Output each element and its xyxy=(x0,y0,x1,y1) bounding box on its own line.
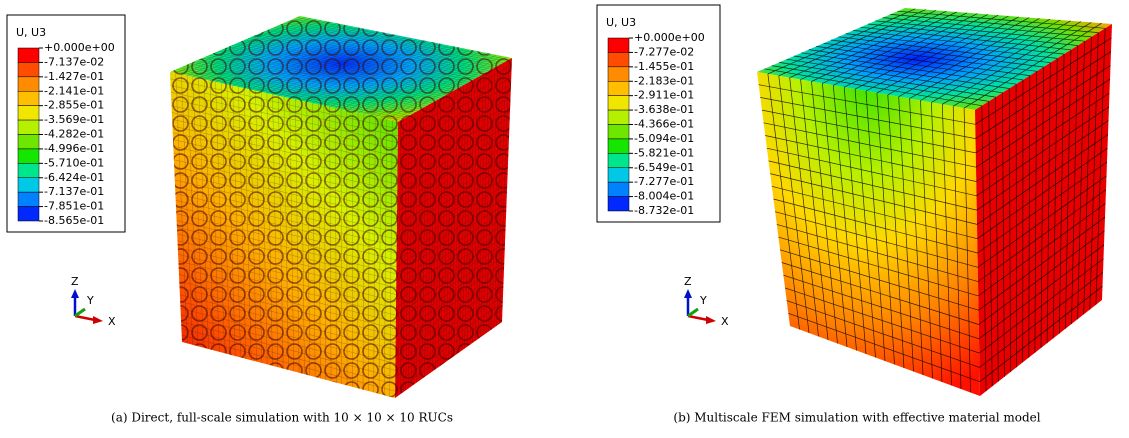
legend-swatch xyxy=(608,52,629,66)
figure: U, U3+0.000e+00-7.137e-02-1.427e-01-2.14… xyxy=(0,0,1129,438)
legend-label: -6.424e-01 xyxy=(44,171,104,184)
legend-label: +0.000e+00 xyxy=(44,41,115,54)
legend-label: -7.277e-02 xyxy=(634,45,694,58)
legend-swatch xyxy=(608,110,629,124)
legend-swatch xyxy=(18,91,39,105)
legend-swatch xyxy=(18,106,39,120)
legend-swatch xyxy=(18,120,39,134)
legend-label: -7.137e-02 xyxy=(44,55,104,68)
legend-swatch xyxy=(608,96,629,110)
legend-label: -7.137e-01 xyxy=(44,185,104,198)
legend-label: -2.183e-01 xyxy=(634,74,694,87)
legend-swatch xyxy=(18,149,39,163)
axis-x-head xyxy=(706,316,716,324)
caption: (b) Multiscale FEM simulation with effec… xyxy=(673,411,1040,425)
legend-swatch xyxy=(18,178,39,192)
legend-swatch xyxy=(18,207,39,221)
legend-label: -7.277e-01 xyxy=(634,175,694,188)
legend-swatch xyxy=(18,48,39,62)
legend-label: -2.141e-01 xyxy=(44,84,104,97)
axis-x-head xyxy=(93,316,103,324)
axis-label: Y xyxy=(86,294,94,307)
legend-swatch xyxy=(18,77,39,91)
legend-label: -6.549e-01 xyxy=(634,161,694,174)
ruc-texture xyxy=(170,16,512,398)
axis-label: Z xyxy=(684,275,692,288)
legend-label: -2.855e-01 xyxy=(44,99,104,112)
legend-swatch xyxy=(608,182,629,196)
legend-label: -5.821e-01 xyxy=(634,146,694,159)
legend-swatch xyxy=(608,81,629,95)
legend-swatch xyxy=(608,153,629,167)
legend-swatch xyxy=(608,168,629,182)
legend-label: -5.710e-01 xyxy=(44,156,104,169)
legend-title: U, U3 xyxy=(16,26,46,39)
legend-label: -5.094e-01 xyxy=(634,132,694,145)
legend-label: -7.851e-01 xyxy=(44,200,104,213)
axis-z-head xyxy=(684,289,692,298)
cube-b xyxy=(757,8,1112,396)
legend-swatch xyxy=(608,67,629,81)
legend-title: U, U3 xyxy=(606,16,636,29)
axis-label: Z xyxy=(71,275,79,288)
axis-x xyxy=(688,316,708,320)
legend-label: -1.427e-01 xyxy=(44,70,104,83)
legend-swatch xyxy=(608,38,629,52)
legend-swatch xyxy=(18,192,39,206)
legend-label: -4.996e-01 xyxy=(44,142,104,155)
legend-label: -4.282e-01 xyxy=(44,128,104,141)
axis-z-head xyxy=(71,289,79,298)
axis-label: Y xyxy=(699,294,707,307)
axis-x xyxy=(75,316,95,320)
legend-label: -3.638e-01 xyxy=(634,103,694,116)
legend-swatch xyxy=(608,197,629,211)
legend-swatch xyxy=(18,135,39,149)
cube-a xyxy=(170,16,512,398)
legend-swatch xyxy=(608,125,629,139)
legend-label: -3.569e-01 xyxy=(44,113,104,126)
axis-y xyxy=(688,309,698,316)
legend-label: -2.911e-01 xyxy=(634,89,694,102)
caption: (a) Direct, full-scale simulation with 1… xyxy=(111,411,453,425)
legend-swatch xyxy=(608,139,629,153)
legend-label: -8.732e-01 xyxy=(634,204,694,217)
legend-swatch xyxy=(18,163,39,177)
legend-swatch xyxy=(18,62,39,76)
legend-label: -8.004e-01 xyxy=(634,190,694,203)
legend-label: -1.455e-01 xyxy=(634,60,694,73)
axis-y xyxy=(75,309,85,316)
legend-label: -4.366e-01 xyxy=(634,118,694,131)
legend-label: -8.565e-01 xyxy=(44,214,104,227)
axis-label: X xyxy=(108,315,116,328)
legend-label: +0.000e+00 xyxy=(634,31,705,44)
axis-label: X xyxy=(721,315,729,328)
